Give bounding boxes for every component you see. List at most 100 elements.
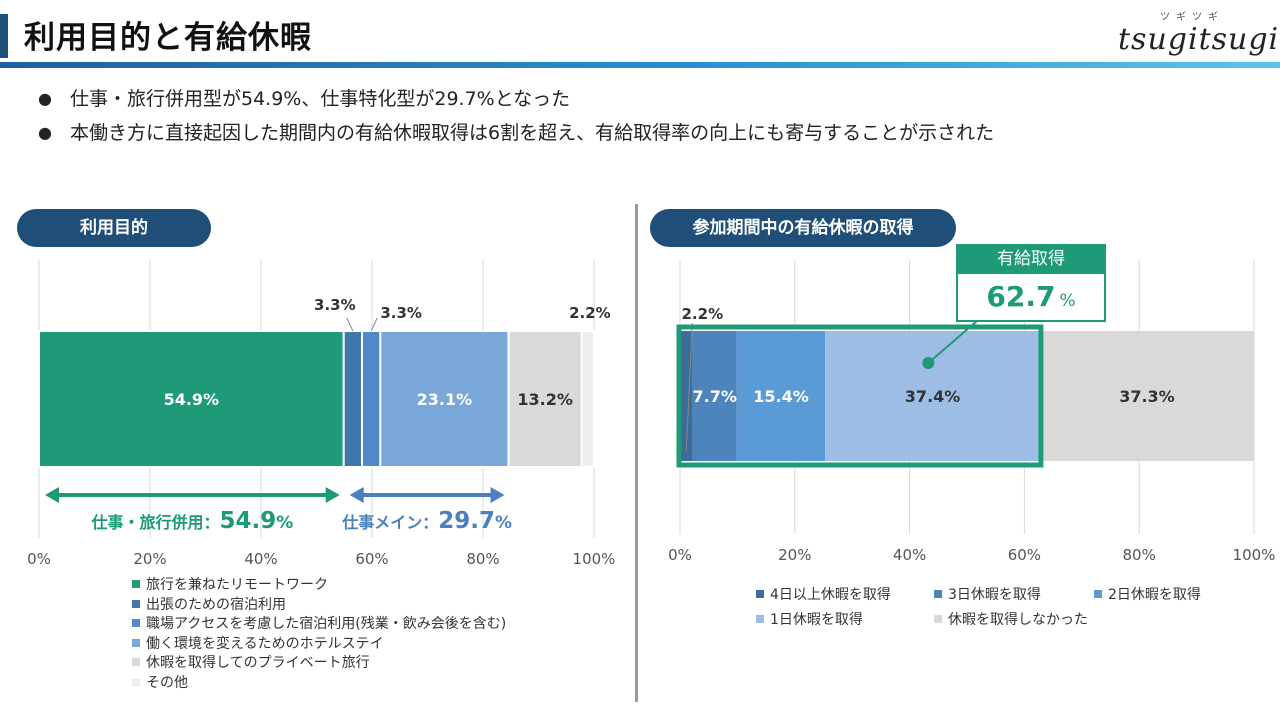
page-title: 利用目的と有給休暇 — [24, 20, 312, 56]
legend-swatch — [132, 599, 140, 608]
legend-label: その他 — [146, 674, 188, 691]
legend-label: 3日休暇を取得 — [948, 587, 1041, 603]
legend-item: 4日以上休暇を取得 — [756, 586, 891, 606]
legend-swatch — [132, 619, 140, 627]
legend-item: 3日休暇を取得 — [934, 586, 1041, 606]
legend-swatch — [132, 638, 140, 647]
bar-segment — [38, 330, 345, 468]
data-label: 2.2% — [569, 304, 611, 322]
bracket-label-text: 仕事・旅行併用： — [90, 513, 219, 532]
right-panel-heading: 参加期間中の有給休暇の取得 — [650, 209, 956, 247]
bar-segment — [507, 330, 583, 468]
callout-pointer-dot — [922, 357, 935, 369]
legend-label: 4日以上休暇を取得 — [770, 587, 891, 603]
bracket-value: 54.9 — [219, 508, 276, 534]
bracket-label: 仕事・旅行併用：54.9% — [90, 508, 293, 534]
left-legend: 旅行を兼ねたリモートワーク出張のための宿泊利用 職場アクセスを考慮した宿泊利用(残… — [132, 576, 506, 693]
bar-segment — [1039, 331, 1254, 461]
legend-swatch — [756, 590, 764, 598]
x-tick-label: 80% — [466, 550, 499, 568]
data-label: 15.4% — [753, 387, 809, 406]
callout-title: 有給取得 — [956, 244, 1106, 274]
legend-item: 休暇を取得しなかった — [934, 611, 1088, 631]
bar-segment — [580, 330, 595, 468]
bracket-label-text: 仕事メイン： — [341, 513, 438, 532]
x-tick-label: 0% — [27, 550, 51, 568]
data-label: 7.7% — [693, 387, 737, 406]
legend-label: 2日休暇を取得 — [1108, 587, 1201, 603]
legend-label: 休暇を取得しなかった — [948, 612, 1088, 628]
legend-swatch — [934, 615, 942, 623]
bracket-arrow-head — [45, 487, 59, 503]
bullet-point: 仕事・旅行併用型が54.9%、仕事特化型が29.7%となった — [38, 84, 994, 118]
right-chart: 0% 20% 40% 60% 80% 100% 2.2% 7.7% 15.4% 37.4% 37.3… — [668, 260, 1276, 564]
legend-item: 1日休暇を取得 — [756, 611, 863, 631]
bracket-unit: % — [495, 513, 512, 533]
x-tick-label: 40% — [893, 546, 926, 564]
x-tick-label: 20% — [133, 550, 166, 568]
x-tick-label: 0% — [668, 546, 692, 564]
left-chart: 0% 20% 40% 60% 80% 100% 54.9% 3.3% 3.3% 23.1% 13.2… — [27, 260, 616, 568]
callout-unit: % — [1059, 291, 1076, 311]
legend-label: 休暇を取得してのプライベート旅行 — [146, 655, 370, 671]
bar-segment — [379, 330, 510, 468]
leader-line — [346, 317, 354, 332]
bar-segment — [361, 330, 382, 468]
bar-segment — [342, 330, 364, 468]
legend-item: 休暇を取得してのプライベート旅行 — [132, 654, 506, 674]
legend-label: 1日休暇を取得 — [770, 612, 863, 628]
leader-line — [370, 317, 378, 332]
x-tick-label: 60% — [1008, 546, 1041, 564]
bar-segment — [736, 331, 826, 461]
summary-bullets: 仕事・旅行併用型が54.9%、仕事特化型が29.7%となった 本働き方に直接起因… — [38, 84, 994, 152]
x-tick-label: 40% — [244, 550, 277, 568]
bracket-unit: % — [276, 513, 293, 533]
data-label: 3.3% — [314, 296, 356, 314]
legend-item: 2日休暇を取得 — [1094, 586, 1201, 606]
right-legend: 4日以上休暇を取得 3日休暇を取得 2日休暇を取得 1日休暇を取得 休暇を取得しなかった — [756, 586, 1256, 636]
logo-kana: ツギツギ — [1160, 12, 1224, 23]
data-label: 37.3% — [1119, 387, 1175, 406]
bracket-label: 仕事メイン：29.7% — [341, 508, 512, 534]
panel-divider — [635, 204, 638, 702]
x-tick-label: 100% — [573, 550, 616, 568]
legend-swatch — [132, 658, 140, 666]
legend-swatch — [132, 677, 140, 686]
legend-label: 旅行を兼ねたリモートワーク — [146, 577, 328, 593]
legend-item: 職場アクセスを考慮した宿泊利用(残業・飲み会後を含む) — [132, 615, 506, 635]
bracket-value: 29.7 — [438, 508, 495, 534]
header-accent-bar — [0, 14, 8, 58]
bracket-arrow-head — [490, 487, 505, 503]
x-tick-label: 60% — [355, 550, 388, 568]
brand-logo: ツギツギ tsugitsugi — [1118, 8, 1278, 60]
bracket-arrow-head — [325, 487, 340, 503]
left-panel-heading: 利用目的 — [17, 209, 211, 247]
legend-item: 働く環境を変えるためのホテルステイ — [132, 635, 506, 655]
highlight-frame — [676, 324, 1044, 468]
x-tick-label: 100% — [1233, 546, 1276, 564]
data-label: 3.3% — [380, 304, 422, 322]
legend-item: 旅行を兼ねたリモートワーク — [132, 576, 506, 596]
bullet-point: 本働き方に直接起因した期間内の有給休暇取得は6割を超え、有給取得率の向上にも寄与… — [38, 118, 994, 152]
logo-text: tsugitsugi — [1118, 22, 1280, 57]
legend-label: 働く環境を変えるためのホテルステイ — [146, 635, 384, 652]
legend-swatch — [756, 615, 764, 623]
x-tick-label: 20% — [778, 546, 811, 564]
header-rule — [0, 62, 1280, 68]
callout-body: 62.7% — [956, 274, 1106, 322]
paid-leave-callout: 有給取得 62.7% — [956, 244, 1106, 322]
bar-segment — [680, 331, 693, 461]
bar-segment — [692, 331, 737, 461]
legend-item: その他 — [132, 674, 506, 694]
legend-swatch — [934, 590, 942, 598]
data-label: 54.9% — [164, 390, 220, 409]
legend-swatch — [132, 580, 140, 588]
bracket-arrow-head — [349, 487, 364, 503]
data-label: 23.1% — [417, 390, 473, 409]
legend-label: 職場アクセスを考慮した宿泊利用(残業・飲み会後を含む) — [146, 616, 507, 632]
legend-item: 出張のための宿泊利用 — [132, 596, 506, 616]
leader-line — [685, 322, 693, 452]
data-label: 2.2% — [682, 305, 724, 323]
bar-segment — [825, 331, 1040, 461]
x-tick-label: 80% — [1123, 546, 1156, 564]
